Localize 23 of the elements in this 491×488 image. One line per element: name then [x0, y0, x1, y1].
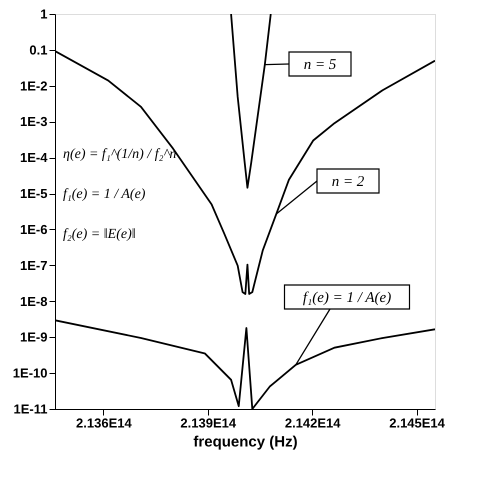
x-tick-label: 2.139E14	[180, 416, 237, 430]
y-tick-label: 1E-4	[20, 150, 48, 166]
annotation: η(e) = f₁^(1/n) / f₂^n	[63, 147, 176, 162]
annotation: f₂(e) = ‖E(e)‖	[63, 227, 136, 242]
annotation: f₁(e) = 1 / A(e)	[302, 290, 392, 306]
y-tick-label: 1E-8	[20, 294, 48, 309]
y-tick-label: 0.1	[29, 42, 48, 58]
y-tick-label: 1	[40, 6, 48, 22]
y-tick-label: 1E-5	[20, 186, 48, 202]
y-tick-label: 1E-11	[14, 402, 48, 416]
x-tick-label: 2.142E14	[284, 416, 342, 430]
y-tick-label: 1E-3	[20, 114, 48, 130]
y-tick-label: 1E-2	[20, 78, 48, 94]
y-tick-label: 1E-7	[20, 258, 48, 273]
annotation: f₁(e) = 1 / A(e)	[63, 187, 146, 202]
annotation: n = 2	[332, 174, 365, 190]
x-axis-title: frequency (Hz)	[193, 434, 298, 450]
y-tick-label: 1E-9	[20, 330, 48, 345]
y-tick-label: 1E-10	[12, 366, 48, 381]
x-tick-label: 2.145E14	[389, 416, 446, 430]
annotation: n = 5	[304, 57, 337, 73]
x-tick-label: 2.136E14	[76, 416, 132, 430]
y-tick-label: 1E-6	[20, 222, 48, 237]
